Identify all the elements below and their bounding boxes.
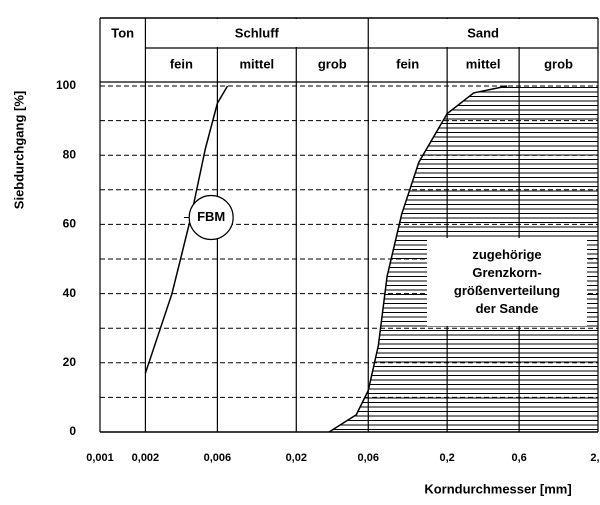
x-tick-label: 0,06 (358, 452, 379, 464)
header-group: Ton (111, 25, 134, 40)
x-tick-label: 0,001 (86, 452, 114, 464)
y-tick-label: 40 (63, 286, 77, 300)
y-tick-label: 60 (63, 217, 77, 231)
y-tick-label: 0 (69, 424, 76, 438)
header-subgroup: grob (318, 56, 347, 71)
header-subgroup: fein (396, 56, 419, 71)
header-group: Sand (467, 25, 499, 40)
header-group: Schluff (235, 25, 280, 40)
y-tick-label: 20 (63, 355, 77, 369)
x-tick-label: 0,02 (286, 452, 307, 464)
label-box (427, 238, 587, 326)
header-subgroup: fein (170, 56, 193, 71)
line (144, 85, 229, 374)
x-tick-label: 0,006 (204, 452, 232, 464)
line (328, 85, 508, 433)
x-tick-label: 0,6 (511, 452, 526, 464)
x-axis-label: Korndurchmesser [mm] (424, 481, 571, 496)
series-label: FBM (197, 209, 225, 224)
y-tick-label: 100 (56, 78, 76, 92)
y-tick-label: 80 (63, 147, 77, 161)
header-mask (146, 19, 368, 47)
x-tick-label: 0,002 (132, 452, 160, 464)
header-subgroup: mittel (466, 56, 501, 71)
x-tick-label: 2,0 (590, 452, 600, 464)
label-circle (188, 194, 234, 241)
header-subgroup: mittel (239, 56, 274, 71)
x-tick-label: 0,2 (439, 452, 454, 464)
header-mask (369, 19, 597, 47)
series-label: zugehörige Grenzkorn-größenverteilung der … (454, 247, 560, 316)
header-subgroup: grob (544, 56, 573, 71)
y-axis-label: Siebdurchgang [%] (11, 91, 26, 209)
